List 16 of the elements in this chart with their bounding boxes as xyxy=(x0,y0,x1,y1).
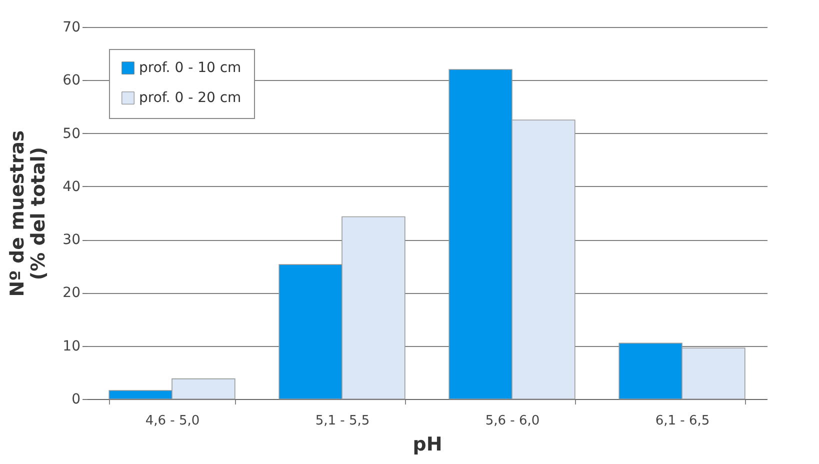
x-axis-title: pH xyxy=(412,434,442,456)
y-axis-title: Nº de muestras (% del total) xyxy=(6,130,50,297)
y-tick-label: 70 xyxy=(62,20,80,36)
y-tick-label: 40 xyxy=(62,178,80,195)
legend-label: prof. 0 - 10 cm xyxy=(139,60,242,76)
x-tick-label: 5,6 - 6,0 xyxy=(485,414,540,428)
x-tick-label: 6,1 - 6,5 xyxy=(655,414,710,428)
y-tick-label: 30 xyxy=(62,232,80,248)
x-tick-label: 5,1 - 5,5 xyxy=(315,414,370,428)
x-tick-label: 4,6 - 5,0 xyxy=(145,414,200,428)
y-tick-label: 60 xyxy=(62,72,80,89)
y-tick-label: 20 xyxy=(62,285,80,302)
y-tick-label: 50 xyxy=(62,126,80,142)
y-tick-label: 0 xyxy=(72,392,80,408)
y-tick-label: 10 xyxy=(62,338,80,354)
legend-label: prof. 0 - 20 cm xyxy=(139,90,242,106)
